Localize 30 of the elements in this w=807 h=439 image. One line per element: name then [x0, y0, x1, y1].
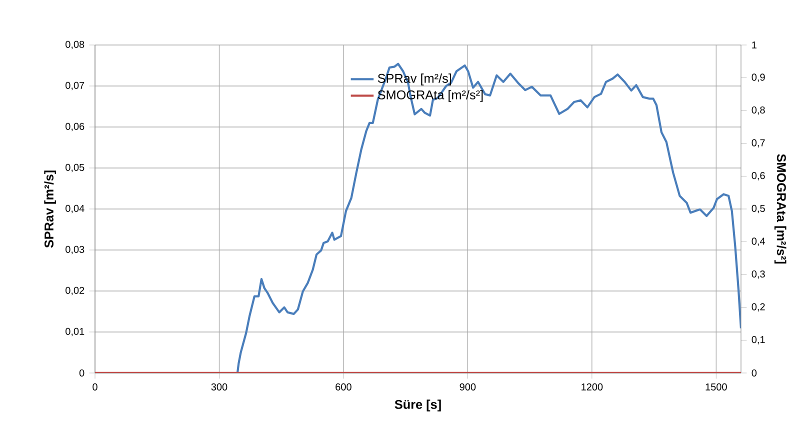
line-series [236, 62, 741, 373]
y-tick-label: 0,04 [66, 204, 84, 214]
y-tick-label: 0,08 [66, 40, 84, 50]
y-tick-label: 0,06 [66, 122, 84, 132]
x-tick-label: 1500 [706, 383, 727, 390]
y2-tick-label: 0,7 [752, 139, 765, 148]
x-tick-label: 900 [460, 383, 476, 390]
y2-tick-label: 0,4 [752, 238, 766, 246]
y2-tick-label: 0,8 [752, 106, 765, 115]
x-tick-label: 1200 [582, 383, 603, 390]
x-tick-label: 300 [211, 383, 228, 390]
y2-tick-label: 0,1 [752, 336, 765, 344]
y-tick-label: 0,07 [66, 82, 84, 90]
y2-tick-label: 0,3 [752, 270, 765, 279]
y-tick-label: 0 [79, 369, 84, 377]
y-tick-label: 0,02 [66, 286, 84, 296]
y-tick-label: 0,05 [66, 164, 84, 172]
y-tick-label: 0,03 [66, 246, 84, 254]
y2-axis-title: SMOGRAta [m²/s²] [774, 154, 786, 264]
x-tick-label: 600 [336, 383, 352, 390]
y2-tick-label: 0,6 [752, 172, 765, 180]
y2-tick-label: 0,9 [752, 74, 765, 82]
x-tick-label: 0 [92, 383, 98, 390]
y-axis-title: SPRav [m²/s] [44, 170, 56, 248]
y2-tick-label: 1 [752, 42, 756, 48]
y2-tick-label: 0,5 [752, 204, 765, 214]
x-axis-title: Süre [s] [394, 400, 441, 412]
y-tick-label: 0,01 [66, 328, 84, 336]
y2-tick-label: 0 [752, 369, 757, 377]
y2-tick-label: 0,2 [752, 303, 765, 312]
